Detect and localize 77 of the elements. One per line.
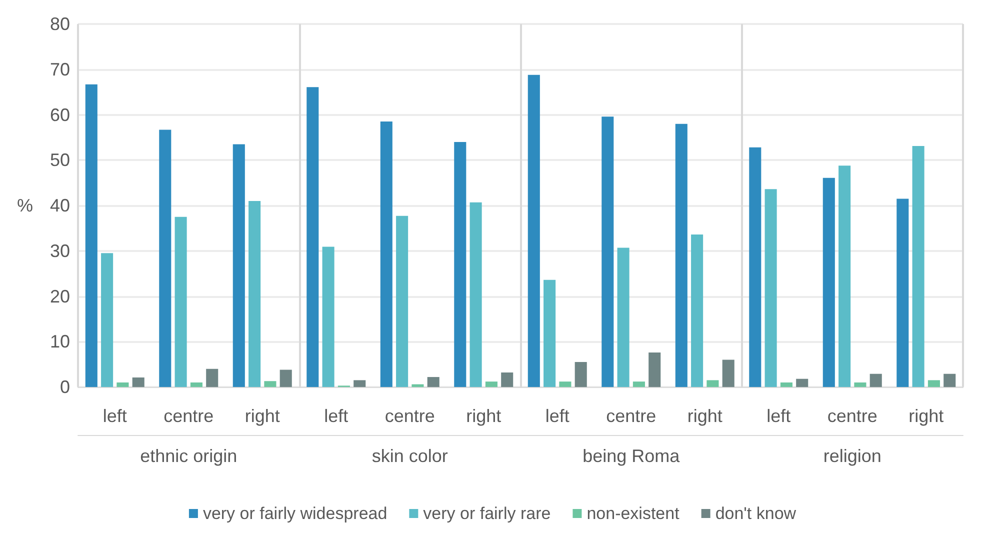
y-axis-title: %: [16, 196, 33, 216]
bar: [101, 253, 114, 387]
x-tick-label: right: [687, 406, 722, 426]
bar: [280, 370, 292, 387]
bar: [454, 142, 466, 387]
bar: [264, 381, 276, 387]
bar: [248, 200, 261, 387]
x-tick-label: centre: [827, 406, 878, 426]
bar: [559, 382, 572, 387]
x-tick-label: left: [324, 406, 348, 426]
bar: [854, 382, 866, 387]
bar: [928, 380, 940, 387]
text: ethnic origin: [140, 446, 238, 466]
bar: [838, 166, 851, 387]
x-tick-label: right: [244, 406, 280, 426]
y-tick-label: 10: [50, 332, 70, 352]
bar: [306, 87, 319, 387]
bar: [544, 280, 556, 387]
bar: [944, 374, 956, 387]
bar: [470, 202, 482, 387]
bar: [632, 382, 645, 387]
bar: [116, 382, 129, 387]
text: skin color: [372, 446, 448, 466]
bar: [706, 380, 719, 387]
bar: [159, 130, 172, 387]
x-tick-label: centre: [164, 406, 214, 426]
x-tick-label: right: [908, 406, 944, 426]
x-tick-label: centre: [384, 406, 435, 426]
bar: [85, 84, 98, 387]
bar: [822, 178, 835, 387]
y-tick-label: 70: [50, 59, 70, 80]
bar: [174, 216, 187, 387]
bar: [322, 246, 334, 387]
legend-label: very or fairly rare: [423, 504, 551, 523]
y-tick-label: 50: [50, 150, 70, 170]
bar: [232, 144, 245, 387]
x-tick-label: left: [766, 406, 791, 426]
y-tick-label: 40: [50, 196, 70, 216]
bar: [602, 116, 614, 387]
x-tick-label: left: [102, 406, 127, 426]
bar: [675, 124, 688, 387]
x-tick-label: right: [466, 406, 502, 426]
text: religion: [823, 446, 882, 466]
bar: [528, 74, 540, 387]
bar: [132, 377, 144, 387]
x-tick-label: left: [545, 406, 570, 426]
bar: [190, 382, 202, 387]
bar: [912, 146, 924, 387]
legend-label: don't know: [715, 504, 797, 523]
bar: [796, 378, 808, 387]
bar: [574, 362, 587, 387]
bar: [380, 122, 392, 387]
bar: [764, 189, 777, 387]
bar: [648, 352, 661, 387]
bar: [691, 234, 704, 387]
y-tick-label: 80: [50, 14, 70, 34]
bar: [501, 372, 514, 387]
legend-label: non-existent: [586, 504, 680, 523]
bar: [780, 382, 792, 387]
y-tick-label: 60: [50, 104, 70, 125]
bar: [427, 377, 440, 387]
bar: [870, 374, 882, 387]
bar: [396, 216, 408, 387]
y-tick-label: 30: [50, 240, 70, 261]
text: being Roma: [582, 446, 681, 466]
bar: [485, 382, 498, 387]
bar: [354, 380, 366, 387]
y-tick-label: 0: [60, 377, 70, 397]
bar: [617, 248, 630, 387]
bar: [206, 368, 218, 387]
bar: [896, 198, 909, 387]
legend-label: very or fairly widespread: [202, 504, 388, 523]
x-tick-label: centre: [606, 406, 656, 426]
y-tick-label: 20: [50, 286, 70, 306]
bar: [722, 360, 734, 387]
bar: [412, 384, 424, 387]
bar: [749, 147, 762, 387]
